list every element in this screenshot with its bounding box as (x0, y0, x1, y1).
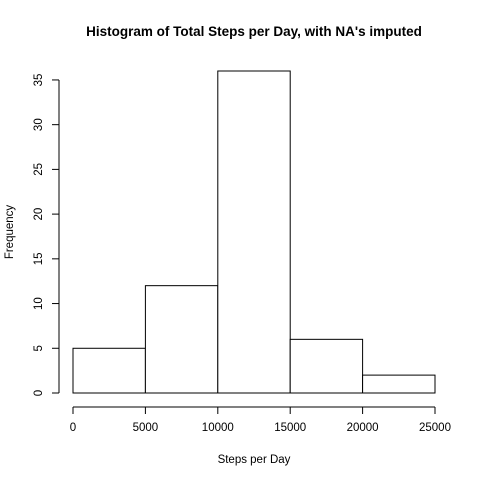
x-tick-label-2: 10000 (202, 422, 234, 434)
histogram-bar-3 (289, 338, 364, 394)
y-tick-label-7: 35 (33, 74, 45, 87)
y-tick-label-3: 15 (33, 252, 45, 265)
histogram-bar-2 (217, 70, 291, 394)
x-axis: 0 5000 10000 15000 20000 25000 (70, 406, 451, 434)
y-axis-label: Frequency (4, 205, 16, 260)
y-tick-label-6: 30 (33, 118, 45, 131)
x-axis-label: Steps per Day (218, 454, 291, 466)
y-tick-label-1: 5 (33, 345, 45, 351)
chart-title: Histogram of Total Steps per Day, with N… (86, 24, 422, 39)
histogram-bar-0 (72, 347, 146, 394)
y-tick-label-4: 20 (33, 208, 45, 221)
x-tick-label-3: 15000 (274, 422, 306, 434)
histogram-bar-1 (144, 285, 219, 394)
x-tick-label-1: 5000 (133, 422, 159, 434)
x-tick-label-5: 25000 (419, 422, 451, 434)
x-tick-label-4: 20000 (347, 422, 379, 434)
histogram-bars (72, 70, 436, 394)
y-tick-label-0: 0 (33, 390, 45, 396)
y-tick-label-5: 25 (33, 163, 45, 176)
y-axis: 0 5 10 15 20 25 30 35 (33, 74, 60, 396)
histogram-bar-4 (362, 374, 436, 394)
x-tick-label-0: 0 (70, 422, 76, 434)
y-tick-label-2: 10 (33, 297, 45, 310)
